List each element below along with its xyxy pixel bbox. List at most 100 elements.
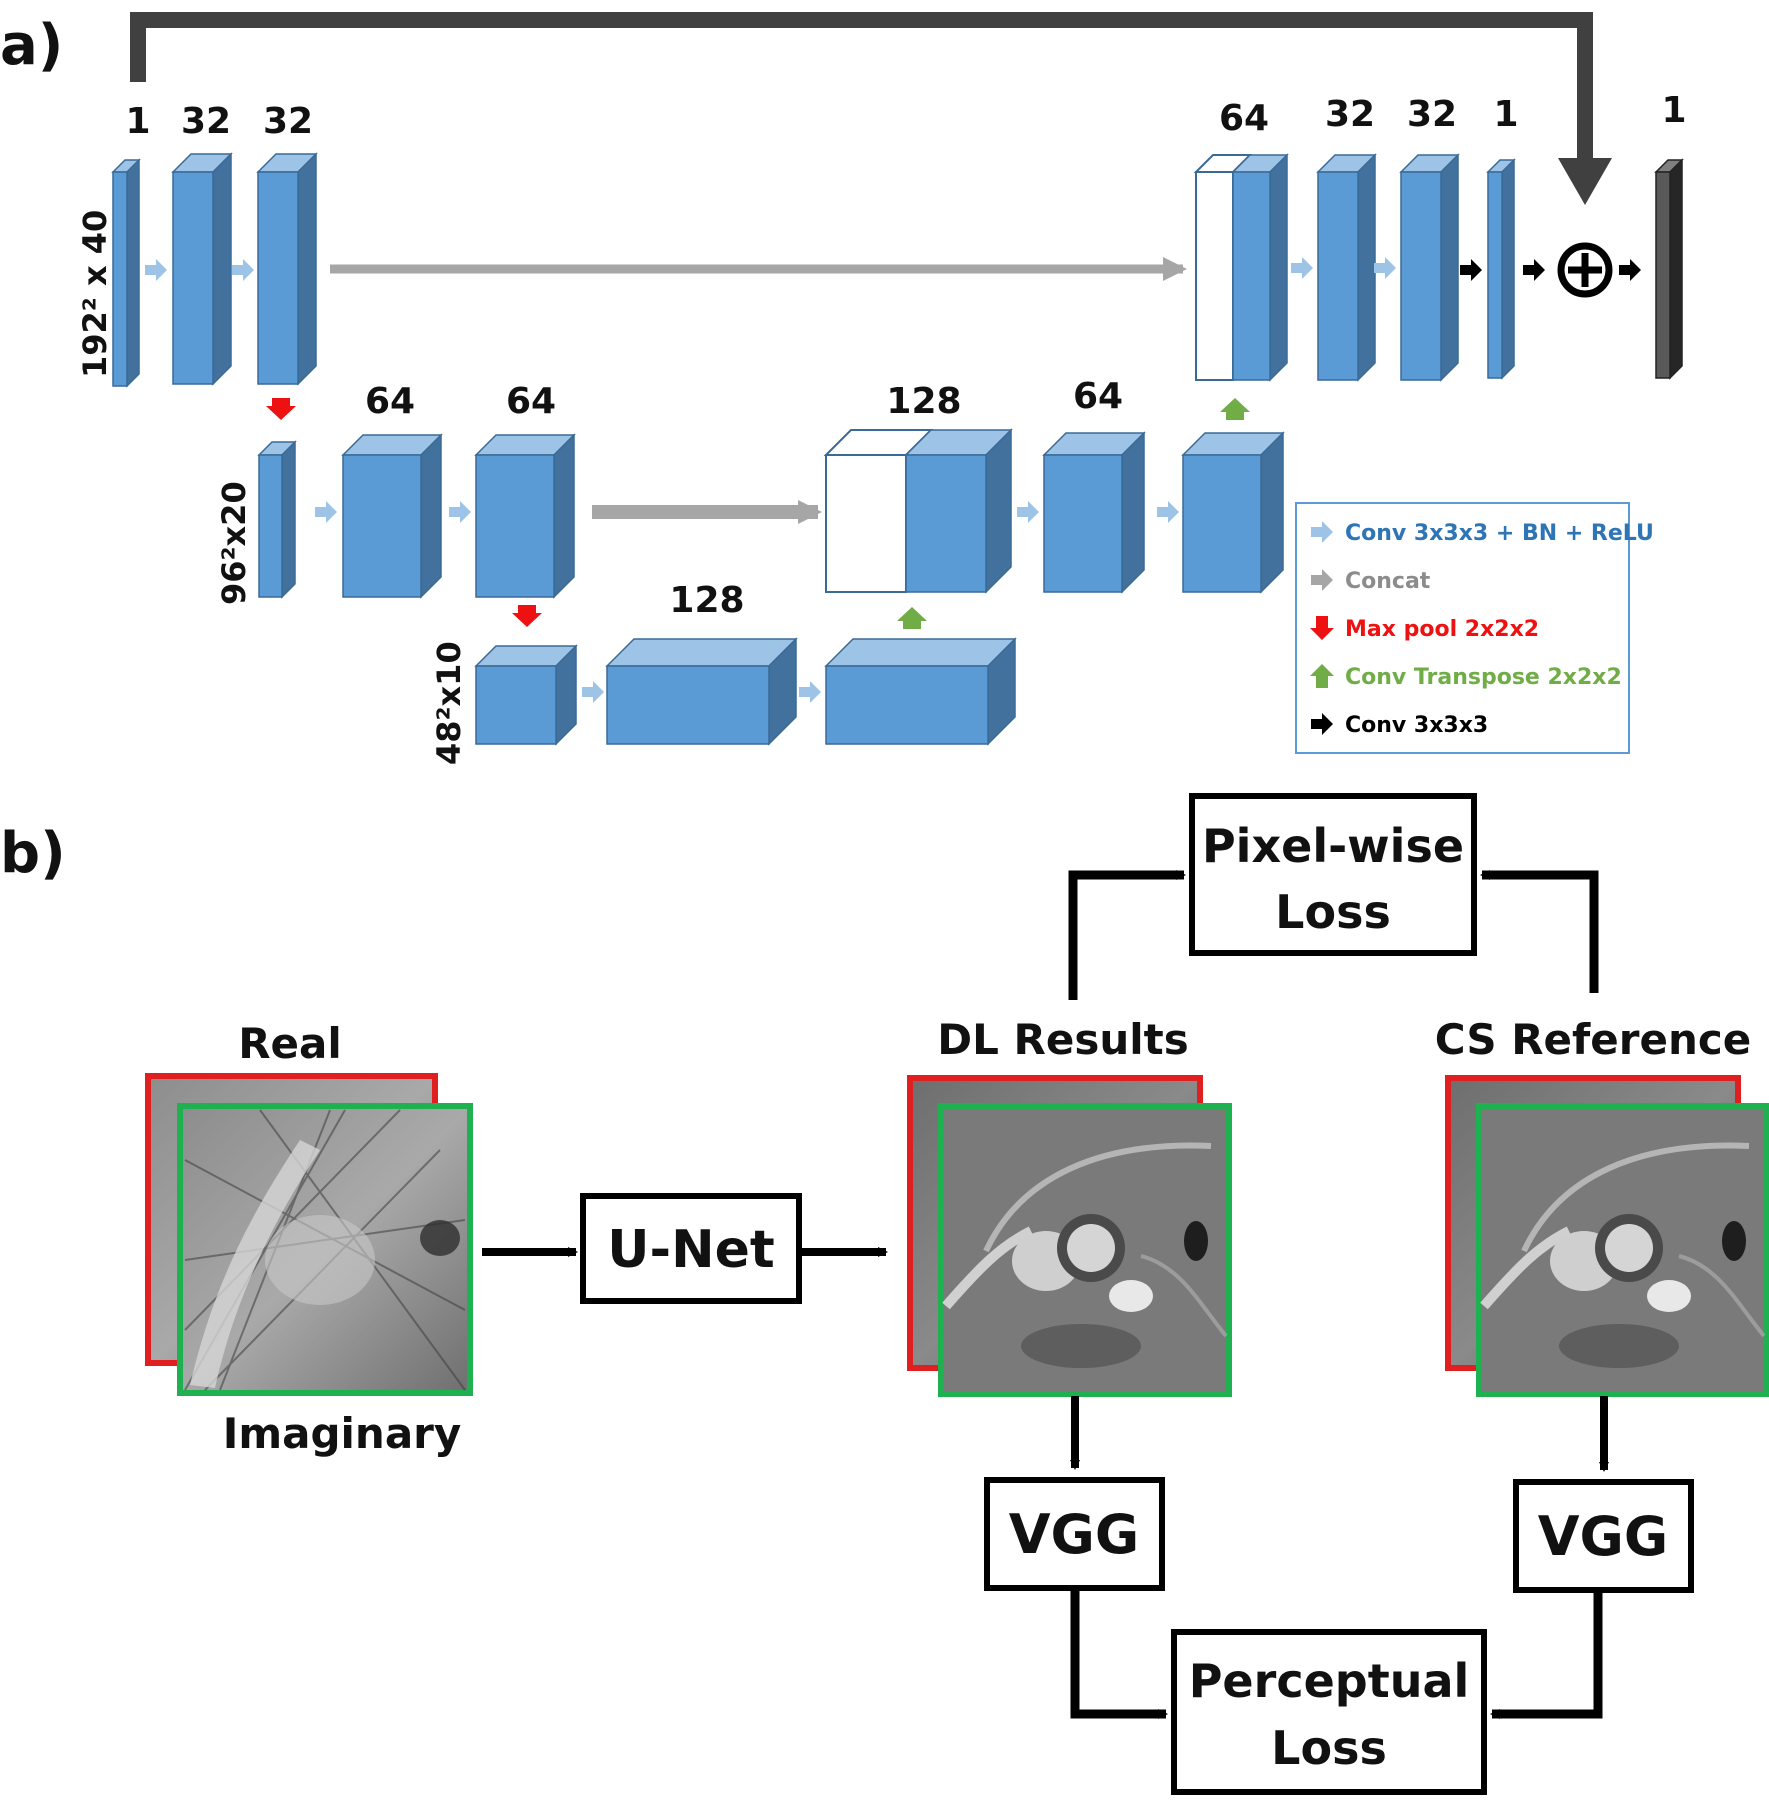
cs-reference-label: CS Reference — [1435, 1015, 1752, 1064]
block-dec1-conv2 — [1399, 153, 1460, 382]
dl-results-front-image — [938, 1103, 1232, 1397]
down-arrow-icon — [1310, 616, 1334, 640]
conv-arrow-5 — [582, 681, 604, 703]
arrow-cs-to-pixel-loss — [1480, 870, 1599, 993]
legend-item: Conv 3x3x3 + BN + ReLU — [1311, 521, 1654, 546]
final-conv-arrows — [1460, 259, 1641, 281]
right-arrow-icon — [1311, 569, 1333, 591]
maxpool-arrow-2 — [512, 605, 542, 627]
final-conv-arrow-2 — [1523, 259, 1545, 281]
legend: Conv 3x3x3 + BN + ReLU Concat Max pool 2x2… — [1295, 502, 1654, 754]
conv-arrow-6 — [799, 681, 821, 703]
channel-label-dec2-c1: 64 — [1073, 376, 1123, 417]
dl-results-label: DL Results — [937, 1015, 1188, 1064]
size-label-level3: 48²x10 — [430, 641, 468, 765]
block-dec1-concat — [1193, 153, 1289, 382]
panel-b-label: b) — [0, 821, 66, 886]
legend-label: Conv 3x3x3 + BN + ReLU — [1345, 521, 1654, 546]
dl-results-image — [907, 1075, 1232, 1397]
residual-skip-arrow — [130, 12, 1612, 205]
channel-label-dec1-c2: 32 — [1407, 94, 1457, 135]
conv-arrow-8 — [1157, 501, 1179, 523]
block-enc2-conv1 — [341, 433, 443, 599]
right-arrow-icon — [1311, 521, 1333, 543]
conv-arrow-10 — [1374, 257, 1396, 279]
legend-item: Conv 3x3x3 — [1311, 713, 1488, 738]
block-enc1-conv1 — [171, 152, 233, 386]
block-output — [1654, 158, 1684, 380]
conv-arrow-1 — [145, 259, 167, 281]
block-enc1-conv2 — [256, 152, 318, 386]
pixel-loss-line2: Loss — [1275, 885, 1391, 939]
block-dec1-out — [1486, 158, 1516, 380]
block-dec2-conv1 — [1042, 431, 1146, 594]
size-label-level2: 96²x20 — [215, 481, 253, 605]
arrow-dl-to-pixel-loss — [1068, 870, 1186, 1000]
up-arrow-icon — [1310, 664, 1334, 688]
block-bottleneck-conv2 — [824, 637, 1017, 746]
unet-label: U-Net — [607, 1220, 774, 1280]
conv-arrow-7 — [1017, 501, 1039, 523]
channel-label-dec1-out: 1 — [1493, 94, 1518, 135]
cs-reference-front-image — [1476, 1103, 1769, 1397]
channel-label-enc2-c1: 64 — [365, 381, 415, 422]
vgg-label-cs: VGG — [1538, 1505, 1668, 1568]
conv-arrows — [145, 257, 1396, 703]
input-imaginary-image — [177, 1103, 473, 1396]
vgg-box-dl: VGG — [984, 1477, 1165, 1591]
feature-map-blocks — [111, 152, 1684, 746]
arrow-vgg-dl-to-perceptual — [1070, 1588, 1168, 1719]
legend-item: Concat — [1311, 569, 1431, 594]
concat-arrows — [330, 257, 1187, 524]
channel-label-enc1-in: 1 — [125, 101, 150, 142]
channel-label-bottleneck: 128 — [669, 580, 744, 621]
pool-upconv-arrows — [266, 398, 1250, 629]
block-input — [111, 158, 141, 388]
cs-reference-image — [1445, 1075, 1769, 1397]
block-enc2-conv2 — [474, 433, 576, 599]
perceptual-loss-line1: Perceptual — [1189, 1654, 1470, 1708]
legend-label: Concat — [1345, 569, 1431, 594]
right-arrow-icon — [1311, 713, 1333, 735]
upconv-arrow-1 — [897, 607, 927, 629]
legend-item: Max pool 2x2x2 — [1310, 616, 1539, 642]
perceptual-loss-box: Perceptual Loss — [1171, 1629, 1487, 1795]
block-bottleneck-conv1 — [605, 637, 798, 746]
conv-arrow-3 — [315, 501, 337, 523]
upconv-arrow-2 — [1220, 398, 1250, 420]
panel-a-label: a) — [0, 13, 63, 78]
final-conv-arrow-3 — [1619, 259, 1641, 281]
size-label-level1: 192² x 40 — [76, 210, 114, 378]
vgg-box-cs: VGG — [1513, 1479, 1694, 1593]
block-dec2-conv2 — [1181, 431, 1285, 594]
sum-icon — [1557, 242, 1613, 298]
block-enc2-pool — [257, 440, 297, 599]
vgg-label-dl: VGG — [1009, 1503, 1139, 1566]
unet-box: U-Net — [580, 1193, 802, 1304]
arrow-vgg-cs-to-perceptual — [1490, 1590, 1603, 1719]
block-dec1-conv1 — [1316, 153, 1377, 382]
legend-item: Conv Transpose 2x2x2 — [1310, 664, 1622, 690]
real-label: Real — [238, 1019, 342, 1068]
channel-label-output: 1 — [1661, 90, 1686, 131]
pixel-loss-line1: Pixel-wise — [1202, 819, 1464, 873]
channel-label-dec1-concat: 64 — [1219, 98, 1269, 139]
channel-label-enc2-c2: 64 — [506, 381, 556, 422]
pixel-wise-loss-box: Pixel-wise Loss — [1189, 793, 1477, 956]
channel-label-dec1-c1: 32 — [1325, 94, 1375, 135]
conv-arrow-4 — [449, 501, 471, 523]
legend-label: Max pool 2x2x2 — [1345, 617, 1539, 642]
final-conv-arrow-1 — [1460, 259, 1482, 281]
legend-label: Conv 3x3x3 — [1345, 713, 1488, 738]
legend-label: Conv Transpose 2x2x2 — [1345, 665, 1622, 690]
perceptual-loss-line2: Loss — [1271, 1721, 1387, 1775]
conv-arrow-9 — [1291, 257, 1313, 279]
channel-label-enc1-c2: 32 — [263, 101, 313, 142]
conv-arrow-2 — [232, 259, 254, 281]
imaginary-label: Imaginary — [223, 1409, 462, 1458]
channel-label-dec2-concat: 128 — [886, 381, 961, 422]
channel-label-enc1-c1: 32 — [181, 101, 231, 142]
block-bottleneck-pool — [474, 644, 578, 746]
block-dec2-concat — [823, 428, 1013, 594]
